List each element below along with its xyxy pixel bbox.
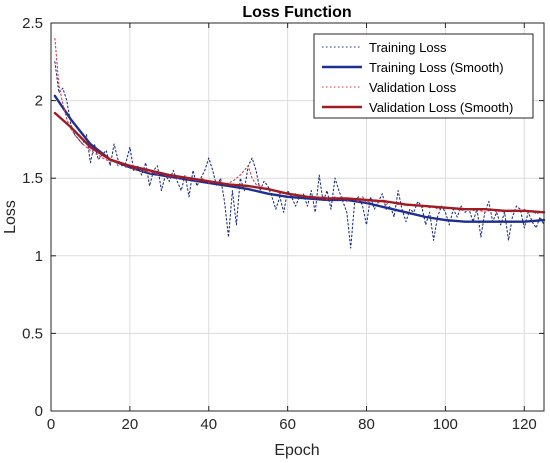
x-axis-ticks: 0 20 40 60 80 100 120 <box>47 23 537 433</box>
y-tick-label: 2 <box>35 93 43 110</box>
y-axis-ticks: 0 0.5 1 1.5 2 2.5 <box>22 15 544 420</box>
legend-label-training-loss-smooth: Training Loss (Smooth) <box>369 60 504 75</box>
x-tick-label: 0 <box>47 416 55 433</box>
x-tick-label: 20 <box>122 416 139 433</box>
legend-label-validation-loss-smooth: Validation Loss (Smooth) <box>369 100 513 115</box>
legend: Training Loss Training Loss (Smooth) Valid… <box>313 33 534 119</box>
x-tick-label: 80 <box>358 416 375 433</box>
validation-loss-smooth-line <box>53 111 546 214</box>
legend-label-validation-loss: Validation Loss <box>369 80 457 95</box>
series-group <box>53 37 546 249</box>
x-tick-label: 60 <box>279 416 296 433</box>
legend-box <box>313 33 534 119</box>
y-tick-label: 1 <box>35 248 43 265</box>
x-tick-label: 40 <box>200 416 217 433</box>
x-axis-label: Epoch <box>274 442 319 459</box>
x-tick-label: 120 <box>512 416 537 433</box>
y-tick-label: 2.5 <box>22 15 43 32</box>
y-axis-label: Loss <box>2 200 19 234</box>
chart-title: Loss Function <box>242 4 351 21</box>
y-tick-label: 0 <box>35 403 43 420</box>
y-tick-label: 0.5 <box>22 325 43 342</box>
plot-frame <box>50 22 545 412</box>
validation-loss-line <box>54 37 545 215</box>
x-tick-label: 100 <box>433 416 458 433</box>
training-loss-smooth-line <box>53 94 546 223</box>
legend-label-training-loss: Training Loss <box>369 40 447 55</box>
y-tick-label: 1.5 <box>22 170 43 187</box>
